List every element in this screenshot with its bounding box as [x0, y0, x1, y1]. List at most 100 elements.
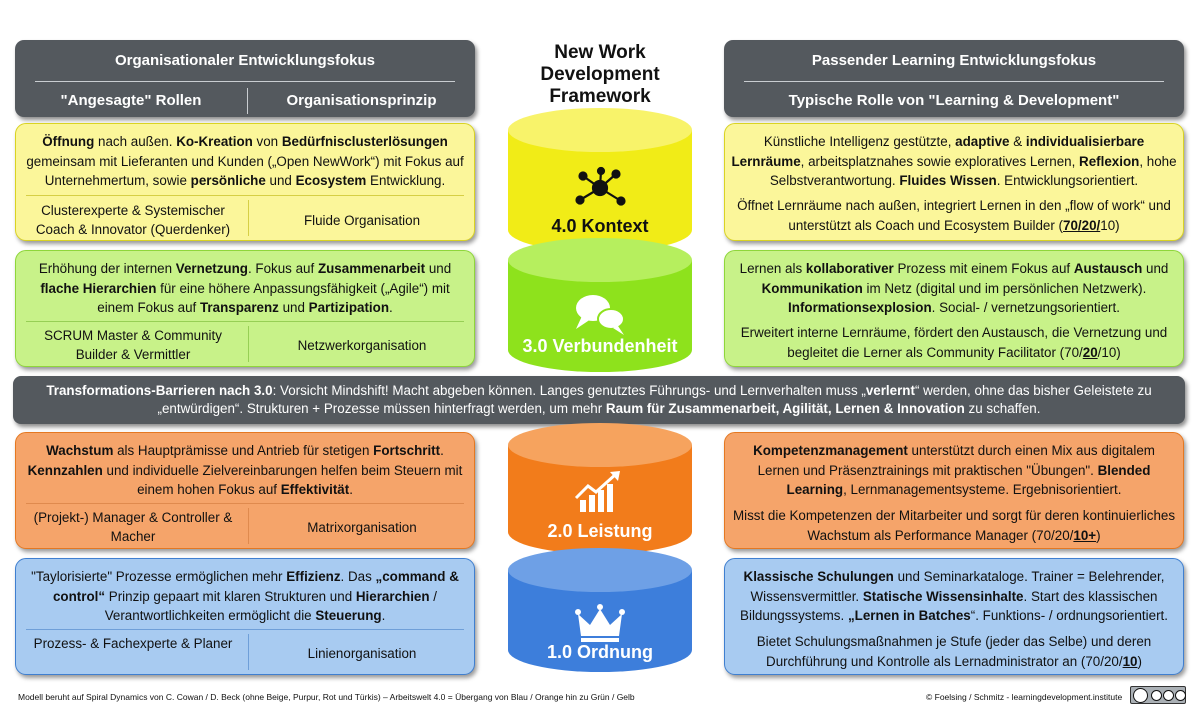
l1-right-box: Klassische Schulungen und Seminarkatalog…	[724, 558, 1184, 675]
l2-left-t3: .	[440, 443, 444, 458]
l4-right-t7: Fluides Wissen	[899, 173, 997, 188]
l3-right-t2: Prozess mit einem Fokus auf	[893, 261, 1074, 276]
l2-left-t2: Fortschritt	[373, 443, 441, 458]
l1-left-t8: .	[381, 608, 386, 623]
l1-right-t2: Statische Wissensinhalte	[862, 588, 1024, 604]
barrier-t1: : Vorsicht Mindshift! Macht abgeben könn…	[272, 383, 866, 398]
l3-left-t8: und	[278, 300, 309, 315]
l4-left-t8: Ecosystem	[295, 173, 367, 188]
l1-right-r1: 10	[1122, 653, 1138, 669]
l4-left-t7: und	[265, 173, 296, 188]
l3-left-t5: flache Hierarchien	[40, 280, 157, 296]
l4-left-t3: von	[252, 134, 282, 149]
title-line-1: New Work	[554, 42, 646, 63]
l2-left-t6: Effektivität	[280, 482, 350, 497]
by-icon	[1151, 690, 1162, 701]
l3-right-t7: Informationsexplosion	[788, 300, 932, 315]
cylinder-l2-label: 2.0 Leistung	[547, 521, 652, 541]
l4-right-t1: adaptive	[955, 134, 1010, 149]
barrier-t4: Raum für Zusammenarbeit, Agilität, Lerne…	[605, 401, 965, 416]
l3-left-t10: .	[389, 300, 393, 315]
l4-left-t1: nach außen.	[94, 134, 177, 149]
footer-source-note: Modell beruht auf Spiral Dynamics von C.…	[18, 692, 635, 702]
left-header-col-roles: "Angesagte" Rollen	[60, 92, 202, 109]
l3-left-t0: Erhöhung der internen	[38, 261, 176, 276]
l1-role: Prozess- & Fachexperte & Planer	[33, 636, 233, 651]
l1-right-role: Bietet Schulungsmaßnahmen je Stufe (jede…	[731, 632, 1177, 671]
l4-left-t0: Öffnung	[42, 134, 95, 149]
l3-left-t2: . Fokus auf	[247, 261, 318, 276]
l2-left-t5: und individuelle Zielvereinbarungen helf…	[102, 462, 463, 498]
l2-right-box: Kompetenzmanagement unterstützt durch ei…	[724, 432, 1184, 549]
l4-left-col-divider	[248, 200, 249, 236]
l2-org: Matrixorganisation	[307, 520, 417, 535]
right-header: Passender Learning Entwicklungsfokus Typ…	[724, 40, 1184, 117]
l3-right-text: Lernen als kollaborativer Prozess mit ei…	[731, 259, 1177, 318]
l2-left-t0: Wachstum	[46, 443, 114, 458]
license-badge	[1130, 686, 1186, 704]
l4-left-text: Öffnung nach außen. Ko-Kreation von Bedü…	[22, 132, 468, 191]
l4-right-r0: Öffnet Lernräume nach außen, integriert …	[737, 198, 1171, 233]
cylinder-l3: 3.0 Verbundenheit	[508, 238, 692, 372]
transformation-barrier-bar: Transformations-Barrieren nach 3.0: Vors…	[13, 376, 1185, 424]
growth-chart-icon	[574, 471, 620, 512]
l1-right-t4: „Lernen in Batches	[847, 608, 971, 623]
l4-left-t6: persönliche	[190, 173, 266, 188]
crown-icon	[575, 604, 625, 642]
barrier-t2: verlernt	[865, 383, 915, 398]
l2-right-r0: Misst die Kompetenzen der Mitarbeiter un…	[732, 508, 1176, 543]
l1-left-box: "Taylorisierte" Prozesse ermöglichen meh…	[15, 558, 475, 675]
left-header-divider	[35, 81, 455, 82]
l2-right-role: Misst die Kompetenzen der Mitarbeiter un…	[731, 506, 1177, 545]
l1-right-text: Klassische Schulungen und Seminarkatalog…	[731, 567, 1177, 626]
l2-right-text: Kompetenzmanagement unterstützt durch ei…	[731, 441, 1177, 500]
l1-left-col-divider	[248, 634, 249, 670]
cc-icon	[1133, 688, 1148, 703]
cylinder-l1: 1.0 Ordnung	[508, 548, 692, 672]
l4-right-r2: 10)	[1100, 217, 1120, 233]
l4-right-box: Künstliche Intelligenz gestützte, adapti…	[724, 123, 1184, 241]
l3-right-t3: Austausch	[1073, 261, 1143, 276]
l3-right-r1: 20	[1082, 344, 1098, 360]
l4-left-t2: Ko-Kreation	[176, 134, 253, 149]
l4-right-t6: , hohe Selbstverantwortung.	[769, 153, 1177, 189]
l4-left-divider	[26, 195, 464, 196]
l2-left-t7: .	[349, 482, 353, 497]
footer-copyright: © Foelsing / Schmitz - learningdevelopme…	[926, 692, 1123, 702]
level-cylinders: 4.0 Kontext 3.0 Verbundenheit 2.0 Leistu…	[508, 108, 692, 672]
left-header-col-divider	[247, 88, 248, 114]
l2-right-t2: Blended Learning	[786, 462, 1151, 498]
l3-right-t1: kollaborativer	[805, 261, 894, 276]
cylinder-l4-label: 4.0 Kontext	[551, 216, 648, 236]
l3-right-t5: Kommunikation	[761, 280, 863, 296]
l2-left-t1: als Hauptprämisse und Antrieb für stetig…	[113, 443, 374, 458]
l4-left-box: Öffnung nach außen. Ko-Kreation von Bedü…	[15, 123, 475, 241]
l3-right-t4: und	[1142, 261, 1169, 276]
l3-right-role: Erweitert interne Lernräume, fördert den…	[731, 323, 1177, 362]
l4-left-t4: Bedürfnisclusterlösungen	[281, 134, 448, 149]
l3-right-r2: /10)	[1097, 344, 1121, 360]
cylinder-l2: 2.0 Leistung	[508, 423, 692, 554]
framework-title: New Work Development Framework	[510, 42, 690, 108]
l2-right-r1: 10+	[1073, 527, 1097, 543]
l1-left-t2: . Das	[340, 569, 376, 584]
cylinder-l4: 4.0 Kontext	[508, 108, 692, 252]
l4-right-t5: Reflexion	[1079, 153, 1140, 169]
l1-left-t3: „command & control“	[52, 569, 459, 604]
l2-right-t3: , Lernmanagementsysteme. Ergebnisorienti…	[843, 482, 1122, 497]
l4-right-role: Öffnet Lernräume nach außen, integriert …	[731, 196, 1177, 235]
l4-right-t8: . Entwicklungsorientiert.	[996, 173, 1139, 188]
l2-right-t0: Kompetenzmanagement	[753, 443, 908, 458]
l3-left-divider	[26, 321, 464, 322]
cylinder-l3-label: 3.0 Verbundenheit	[522, 336, 677, 356]
l2-role: (Projekt-) Manager & Controller & Macher	[33, 510, 233, 544]
l1-left-t6: / Verantwortlichkeiten ermöglicht die	[104, 588, 438, 624]
l4-org: Fluide Organisation	[303, 213, 421, 228]
cylinder-l1-label: 1.0 Ordnung	[547, 642, 653, 662]
l3-right-r0: Erweitert interne Lernräume, fördert den…	[740, 325, 1168, 360]
l3-right-t8: . Social- / vernetzungsorientiert.	[931, 300, 1120, 315]
l3-right-t6: im Netz (digital und im persönlichen Net…	[862, 280, 1147, 296]
l3-right-t0: Lernen als	[739, 261, 806, 276]
l2-left-box: Wachstum als Hauptprämisse und Antrieb f…	[15, 432, 475, 549]
left-header-col-principle: Organisationsprinzip	[286, 92, 437, 109]
